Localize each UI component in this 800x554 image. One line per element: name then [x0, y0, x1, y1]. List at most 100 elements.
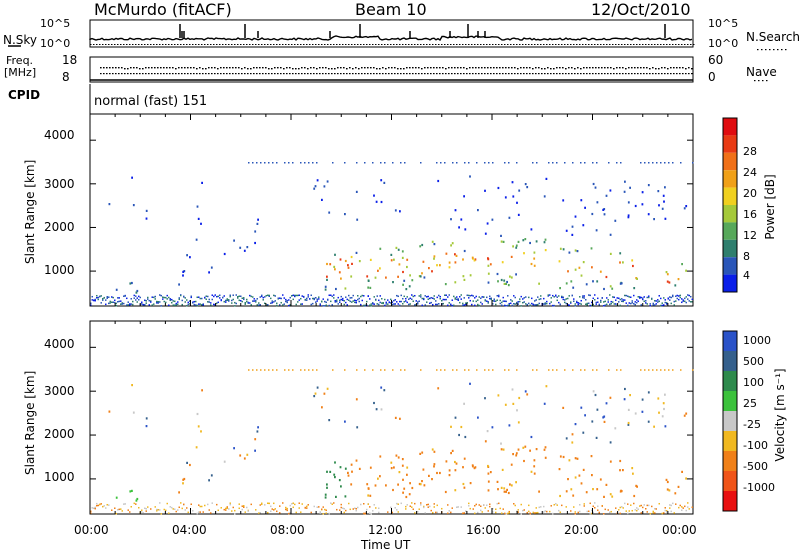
velocity-echo: [576, 457, 579, 460]
freq-dot: [232, 73, 234, 75]
velocity-far-dot: [436, 369, 438, 371]
nave-dot: [508, 67, 510, 69]
power-clutter: [354, 299, 356, 302]
power-clutter: [168, 304, 170, 306]
power-clutter: [678, 295, 680, 297]
power-echo: [421, 272, 423, 275]
power-echo: [657, 190, 660, 193]
power-clutter: [102, 299, 104, 301]
power-clutter: [324, 305, 326, 307]
power-far-dot: [484, 162, 486, 164]
velocity-far-dot: [664, 369, 666, 371]
power-clutter: [556, 299, 558, 302]
nsearch-dot: [159, 44, 161, 45]
nsearch-dot: [297, 44, 299, 45]
velocity-clutter: [366, 508, 368, 511]
nsearch-dot: [432, 44, 434, 45]
velocity-clutter: [318, 506, 320, 508]
power-echo: [369, 286, 372, 289]
power-clutter: [690, 301, 692, 303]
velocity-clutter: [268, 502, 270, 505]
nsearch-dot: [189, 44, 191, 45]
velocity-clutter: [636, 507, 638, 509]
power-echo: [533, 264, 536, 267]
velocity-echo: [463, 457, 466, 460]
power-clutter: [412, 295, 414, 298]
nsearch-dot: [198, 44, 200, 45]
power-echo: [647, 184, 650, 187]
power-clutter: [577, 303, 579, 306]
power-echo: [496, 272, 499, 276]
power-clutter: [322, 305, 324, 307]
power-clutter: [523, 301, 525, 303]
power-clutter: [130, 303, 132, 305]
freq-dot: [247, 73, 249, 75]
power-clutter: [582, 295, 584, 297]
velocity-echo: [512, 453, 514, 456]
nave-legend-dot: [766, 80, 768, 82]
freq-dot: [487, 73, 489, 75]
velocity-echo: [565, 437, 568, 440]
nave-dot: [313, 67, 315, 69]
velocity-clutter: [468, 505, 470, 507]
velocity-clutter: [270, 505, 272, 508]
power-clutter: [151, 304, 153, 306]
power-clutter: [532, 303, 534, 306]
power-echo: [464, 228, 467, 231]
velocity-far-dot: [256, 369, 258, 371]
power-clutter: [439, 297, 441, 300]
velocity-clutter: [627, 503, 629, 505]
power-clutter: [129, 304, 131, 306]
power-clutter: [148, 304, 150, 306]
power-echo: [196, 205, 199, 208]
power-far-dot: [284, 162, 286, 164]
power-echo: [423, 276, 426, 279]
nave-dot: [127, 68, 129, 70]
velocity-far-dot: [504, 369, 506, 371]
power-far-dot: [660, 162, 662, 164]
velocity-clutter: [100, 503, 102, 505]
velocity-clutter: [196, 512, 198, 515]
station-title: McMurdo (fitACF): [94, 0, 232, 19]
nsearch-dot: [510, 44, 512, 45]
power-clutter: [276, 302, 278, 305]
power-echo: [668, 281, 671, 284]
velocity-echo: [189, 463, 191, 467]
power-clutter: [636, 301, 638, 304]
power-clutter: [504, 304, 506, 307]
power-echo: [392, 281, 394, 284]
power-echo: [195, 238, 198, 241]
nsearch-dot: [687, 44, 689, 45]
power-clutter: [463, 304, 465, 306]
power-echo: [595, 229, 598, 232]
velocity-clutter: [142, 512, 144, 514]
freq-dot: [490, 73, 492, 75]
power-echo: [530, 262, 533, 266]
velocity-clutter: [646, 504, 648, 507]
power-clutter: [118, 300, 120, 303]
velocity-clutter: [279, 505, 281, 507]
nsearch-dot: [561, 44, 563, 45]
velocity-echo: [592, 488, 594, 491]
power-clutter: [180, 294, 182, 297]
velocity-echo: [316, 386, 319, 389]
power-echo: [233, 239, 235, 242]
velocity-colorbar-cell: [723, 411, 737, 431]
power-echo: [622, 261, 624, 264]
power-clutter: [229, 295, 231, 298]
velocity-echo: [631, 467, 634, 470]
nsearch-dot: [612, 44, 614, 45]
power-echo: [620, 282, 623, 285]
velocity-echo: [609, 460, 612, 463]
power-clutter: [225, 301, 227, 303]
velocity-clutter: [325, 509, 327, 512]
power-clutter: [507, 304, 509, 307]
velocity-echo: [502, 448, 505, 451]
velocity-clutter: [594, 502, 596, 504]
power-clutter: [379, 301, 381, 304]
power-clutter: [393, 299, 395, 302]
velocity-colorbar-cell: [723, 391, 737, 411]
velocity-clutter: [234, 509, 236, 512]
freq-dot: [511, 73, 513, 75]
power-clutter: [388, 301, 390, 303]
